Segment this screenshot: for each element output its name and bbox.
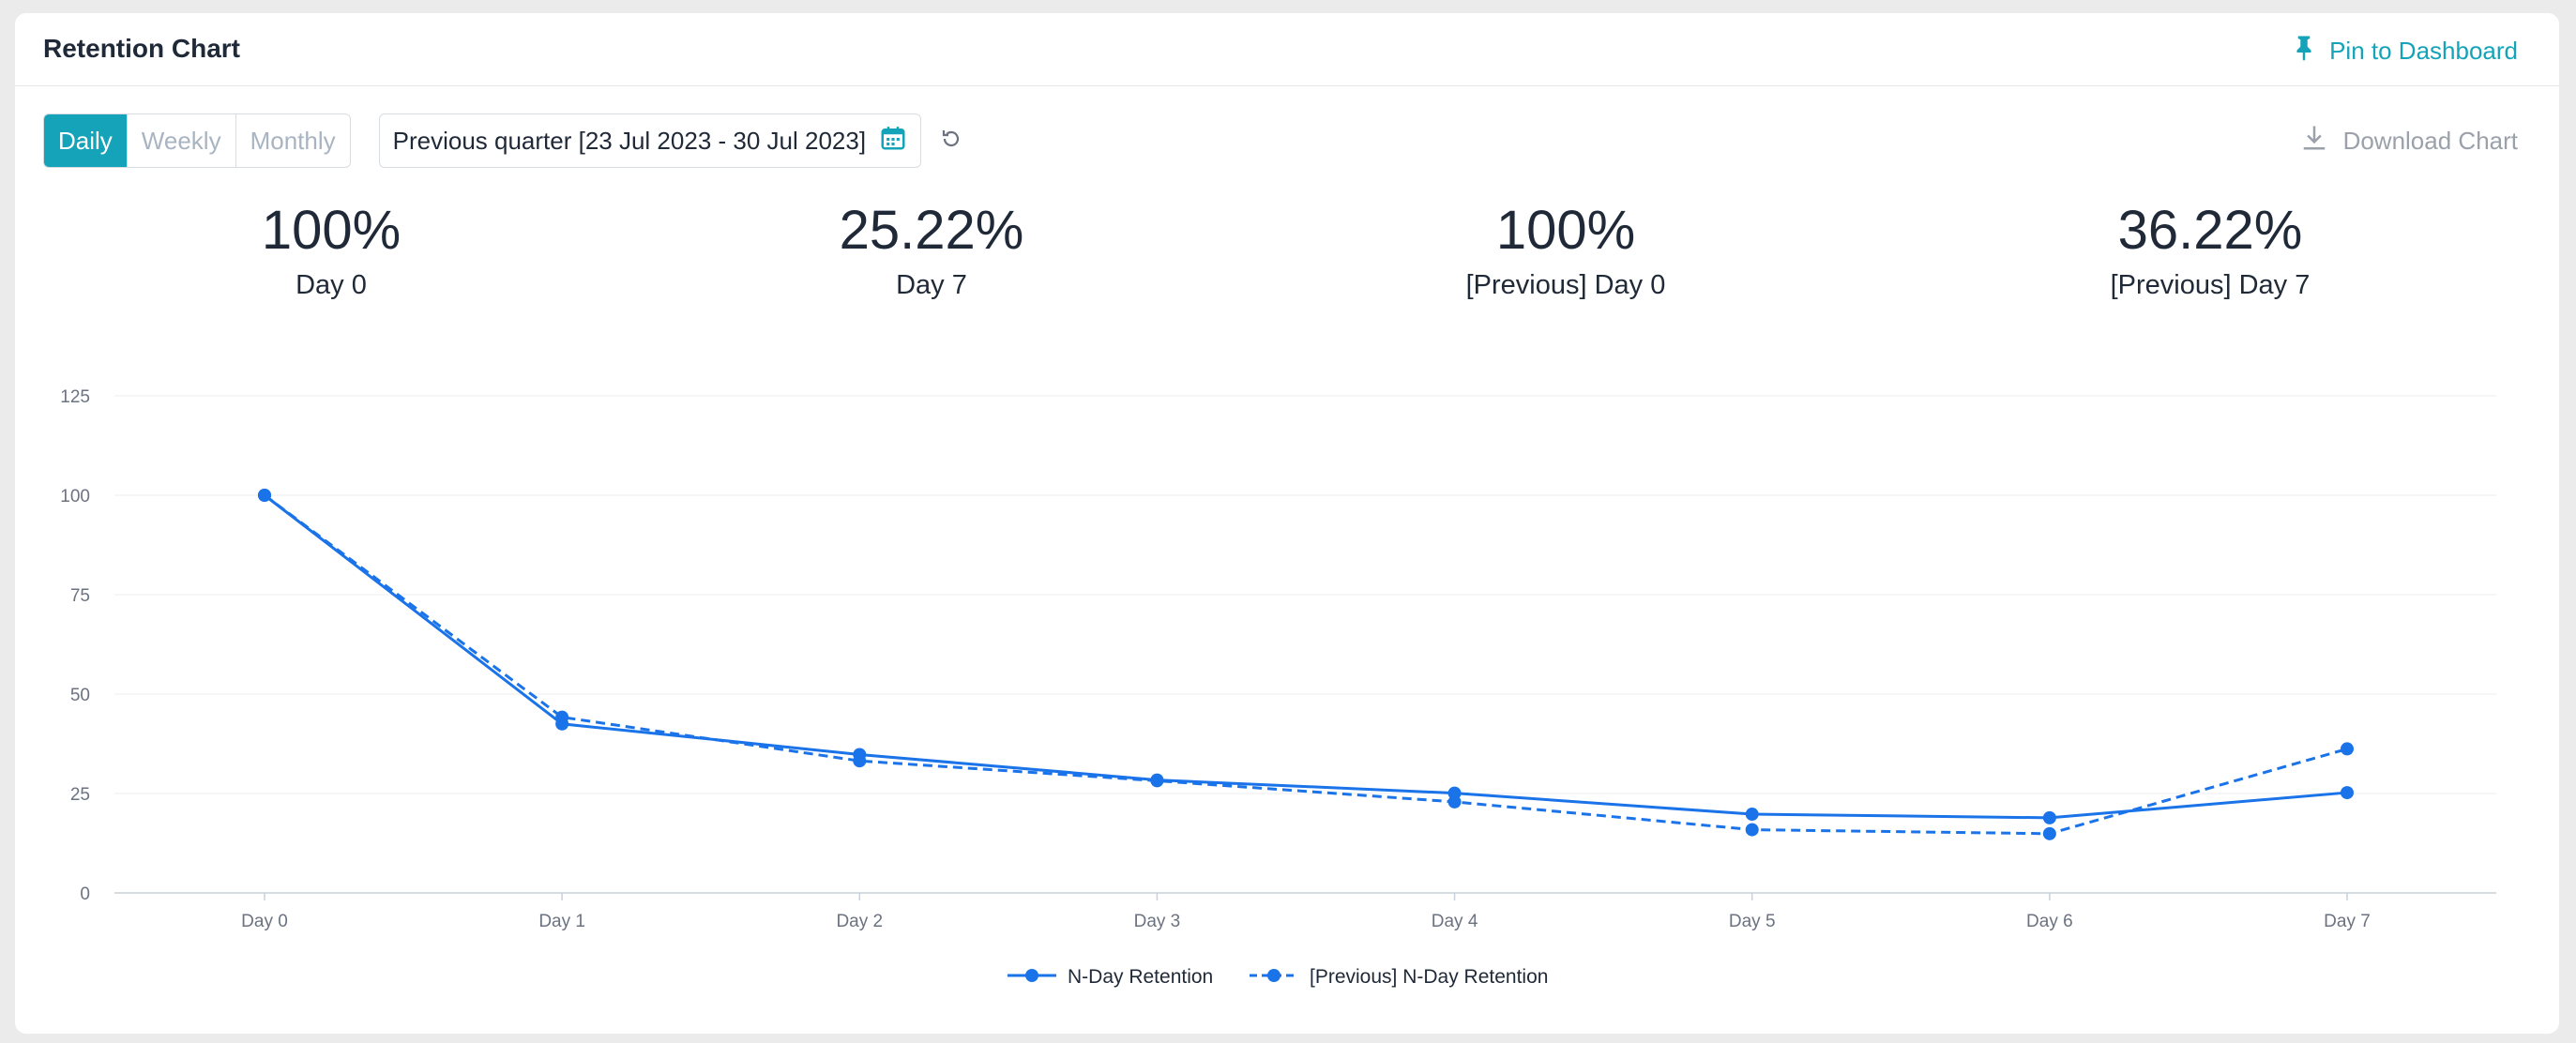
pin-to-dashboard-label: Pin to Dashboard [2329, 37, 2518, 66]
stat-day0: 100% Day 0 [97, 201, 566, 301]
granularity-toggle: Daily Weekly Monthly [43, 113, 351, 168]
retention-chart-card: Retention Chart Pin to Dashboard Daily W… [15, 13, 2559, 1034]
stat-previous-day0-value: 100% [1331, 201, 1800, 261]
granularity-weekly[interactable]: Weekly [128, 114, 236, 167]
chart-toolbar: Daily Weekly Monthly Previous quarter [2… [43, 114, 966, 167]
data-point-previous [2043, 827, 2056, 840]
stat-previous-day7: 36.22% [Previous] Day 7 [1976, 201, 2445, 301]
stat-day0-label: Day 0 [97, 270, 566, 301]
x-tick-label: Day 2 [836, 912, 883, 931]
data-point-previous [1746, 824, 1759, 837]
card-header: Retention Chart Pin to Dashboard [15, 13, 2559, 86]
legend-entry-label: [Previous] N-Day Retention [1310, 966, 1548, 988]
date-range-picker[interactable]: Previous quarter [23 Jul 2023 - 30 Jul 2… [379, 113, 921, 168]
date-range-text: Previous quarter [23 Jul 2023 - 30 Jul 2… [393, 127, 866, 156]
download-chart-label: Download Chart [2343, 127, 2518, 156]
legend-swatch-point [1025, 969, 1038, 982]
data-point-previous [258, 489, 271, 502]
data-point-previous [555, 711, 568, 724]
data-point-previous [1448, 795, 1462, 809]
data-point-previous [2341, 742, 2354, 755]
x-tick-label: Day 6 [2026, 912, 2073, 931]
y-tick-label: 125 [60, 387, 90, 407]
stat-previous-day7-value: 36.22% [1976, 201, 2445, 261]
data-point-previous [1150, 774, 1163, 787]
y-tick-label: 50 [70, 686, 90, 705]
chart-title: Retention Chart [43, 34, 240, 64]
x-tick-label: Day 4 [1432, 912, 1478, 931]
stat-previous-day7-label: [Previous] Day 7 [1976, 270, 2445, 301]
data-point-current [2341, 786, 2354, 799]
granularity-daily[interactable]: Daily [44, 114, 128, 167]
stat-day0-value: 100% [97, 201, 566, 261]
pin-icon [2290, 34, 2318, 68]
retention-line-chart: 0 25 50 75 100 125 Day 0 Day 1 Day 2 Day 3 Day 4 Da… [15, 360, 2559, 1017]
stat-day7: 25.22% Day 7 [697, 201, 1166, 301]
x-tick-label: Day 0 [241, 912, 288, 931]
data-point-previous [853, 754, 866, 767]
stat-previous-day0: 100% [Previous] Day 0 [1331, 201, 1800, 301]
granularity-monthly[interactable]: Monthly [236, 114, 350, 167]
stat-day7-value: 25.22% [697, 201, 1166, 261]
series-line-previous [265, 495, 2347, 834]
y-tick-label: 25 [70, 785, 90, 805]
download-chart-button[interactable]: Download Chart [2300, 124, 2518, 159]
y-tick-label: 100 [60, 487, 90, 506]
y-tick-label: 75 [70, 586, 90, 606]
x-tick-label: Day 1 [538, 912, 585, 931]
reset-date-button[interactable] [936, 126, 966, 156]
data-point-current [1746, 808, 1759, 821]
calendar-icon [879, 124, 907, 159]
stat-previous-day0-label: [Previous] Day 0 [1331, 270, 1800, 301]
y-tick-label: 0 [80, 884, 90, 904]
stat-day7-label: Day 7 [697, 270, 1166, 301]
pin-to-dashboard-button[interactable]: Pin to Dashboard [2290, 34, 2518, 68]
x-tick-label: Day 7 [2324, 912, 2371, 931]
series-line-current [265, 495, 2347, 818]
download-icon [2300, 124, 2328, 159]
legend-entry-label: N-Day Retention [1068, 966, 1213, 988]
data-point-current [2043, 811, 2056, 824]
legend-swatch-point [1267, 969, 1280, 982]
x-tick-label: Day 5 [1729, 912, 1776, 931]
x-tick-label: Day 3 [1134, 912, 1181, 931]
reset-icon [940, 128, 962, 155]
